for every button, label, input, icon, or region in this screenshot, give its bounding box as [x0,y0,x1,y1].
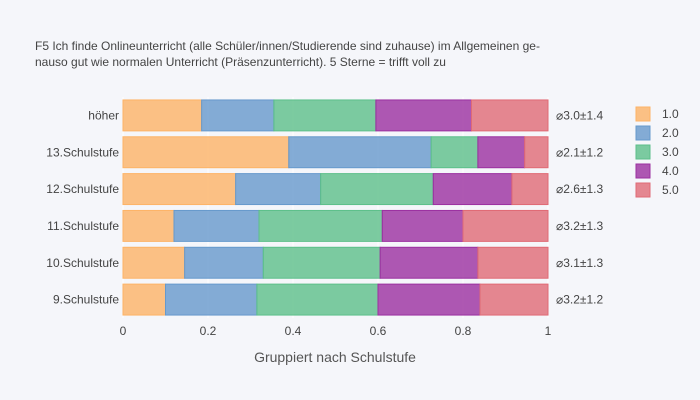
bar-segment[interactable] [379,246,479,279]
x-tick-label: 0.4 [285,324,302,338]
y-tick-label: 11.Schulstufe [47,219,119,233]
bar-segment[interactable] [477,246,549,279]
x-tick-label: 0.2 [200,324,217,338]
x-tick-label: 0.6 [370,324,387,338]
y-tick-label: 9.Schulstufe [53,293,119,307]
bar-segment[interactable] [477,136,526,169]
legend-label: 3.0 [662,145,679,159]
legend-item[interactable]: 2.0 [635,125,679,141]
legend-item[interactable]: 1.0 [635,106,679,122]
bar-segment[interactable] [256,283,379,316]
bars [122,99,549,316]
legend-swatch [635,182,651,198]
bar-segment[interactable] [511,173,549,206]
bar-segment[interactable] [432,173,513,206]
bar-segment[interactable] [524,136,549,169]
bar-segment[interactable] [262,246,381,279]
bar-segment[interactable] [320,173,434,206]
legend-swatch [635,125,651,141]
mean-annotation: ⌀2.6±1.3 [556,182,604,196]
mean-annotation: ⌀3.2±1.3 [556,219,604,233]
bar-segment[interactable] [122,283,166,316]
x-tick-label: 0.8 [455,324,472,338]
bar-segment[interactable] [122,209,175,242]
x-axis-title: Gruppiert nach Schulstufe [254,349,416,365]
bar-segment[interactable] [377,283,481,316]
y-tick-label: 13.Schulstufe [46,145,119,159]
mean-annotations: ⌀3.0±1.4 ⌀2.1±1.2 ⌀2.6±1.3 ⌀3.2±1.3 ⌀3.1±1.3… [556,108,604,306]
bar-segment[interactable] [122,173,237,206]
bar-segment[interactable] [375,99,472,132]
bar-segment[interactable] [201,99,275,132]
legend-label: 5.0 [662,183,679,197]
bar-segment[interactable] [430,136,479,169]
bar-segment[interactable] [122,99,203,132]
legend-label: 4.0 [662,164,679,178]
bar-segment[interactable] [288,136,432,169]
bar-segment[interactable] [122,246,186,279]
legend-item[interactable]: 3.0 [635,144,679,160]
x-gridlines [122,97,549,318]
x-tick-label: 1 [545,324,552,338]
mean-annotation: ⌀3.1±1.3 [556,256,604,270]
x-tick-label: 0 [120,324,127,338]
legend-label: 2.0 [662,126,679,140]
legend-swatch [635,106,651,122]
y-tick-labels: höher 13.Schulstufe 12.Schulstufe 11.Schuls… [46,108,119,306]
mean-annotation: ⌀2.1±1.2 [556,145,604,159]
bar-segment[interactable] [471,99,549,132]
x-tick-labels: 0 0.2 0.4 0.6 0.8 1 [120,324,552,338]
bar-segment[interactable] [122,136,290,169]
bar-segment[interactable] [173,209,260,242]
legend-swatch [635,144,651,160]
bar-segment[interactable] [235,173,322,206]
chart-title-line-1: F5 Ich finde Onlineunterricht (alle Schü… [35,39,540,53]
y-tick-label: 12.Schulstufe [46,182,119,196]
legend-label: 1.0 [662,107,679,121]
bar-segment[interactable] [462,209,549,242]
legend-item[interactable]: 5.0 [635,182,679,198]
y-tick-label: höher [88,108,119,122]
chart-title-line-2: nauso gut wie normalen Unterricht (Präse… [35,55,446,69]
bar-segment[interactable] [381,209,464,242]
y-tick-label: 10.Schulstufe [46,256,119,270]
bar-segment[interactable] [165,283,258,316]
bar-segment[interactable] [184,246,264,279]
mean-annotation: ⌀3.0±1.4 [556,108,604,122]
mean-annotation: ⌀3.2±1.2 [556,293,604,307]
bar-segment[interactable] [258,209,383,242]
legend[interactable]: 1.0 2.0 3.0 4.0 5.0 [635,106,679,198]
bar-segment[interactable] [479,283,549,316]
legend-swatch [635,163,651,179]
legend-item[interactable]: 4.0 [635,163,679,179]
bar-segment[interactable] [273,99,377,132]
